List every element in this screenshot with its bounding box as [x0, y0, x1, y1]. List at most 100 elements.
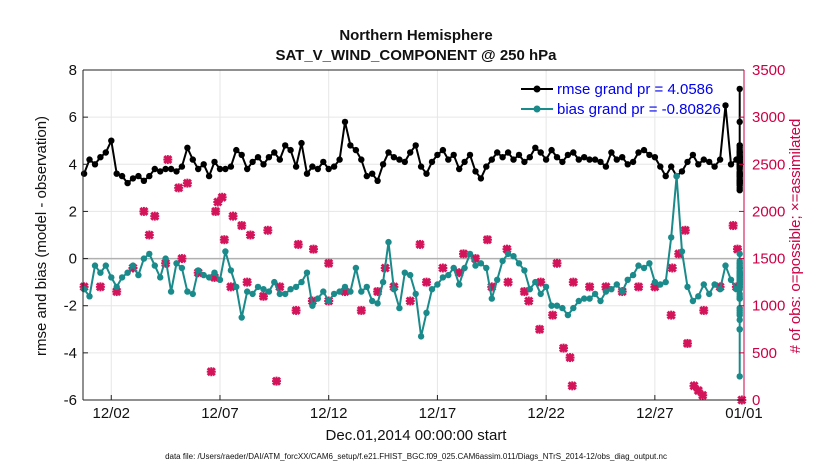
x-tick-label: 12/07 [201, 405, 239, 422]
rmse-point [477, 175, 485, 182]
bias-point [716, 286, 724, 293]
obs-marker [405, 296, 415, 306]
rmse-point [102, 149, 110, 156]
bias-point [635, 262, 642, 269]
bias-point [456, 281, 463, 288]
bias-point [510, 253, 517, 260]
bias-point [140, 255, 148, 262]
x-tick-label: 12/27 [636, 405, 674, 422]
bias-point [736, 276, 743, 283]
bias-point [341, 283, 349, 291]
legend-bias-label: bias grand pr = -0.80826 [557, 101, 721, 118]
bias-point [526, 286, 533, 293]
bias-point [689, 297, 697, 305]
obs-marker [666, 310, 676, 320]
obs-marker [535, 324, 545, 334]
obs-marker [237, 221, 247, 231]
rmse-point [445, 156, 452, 163]
bias-point [385, 238, 392, 246]
obs-marker [271, 376, 282, 386]
bias-point [227, 267, 235, 274]
rmse-point [581, 154, 588, 161]
y2-tick-label: 2000 [752, 203, 785, 220]
legend-rmse-marker [533, 85, 541, 93]
rmse-point [341, 118, 349, 126]
bias-point [504, 250, 512, 258]
bias-point [553, 302, 561, 309]
bias-point [532, 278, 539, 286]
rmse-point [564, 151, 572, 159]
bias-point [238, 314, 245, 321]
bias-point [575, 297, 582, 305]
bias-point [222, 248, 229, 255]
bias-point [417, 333, 425, 340]
rmse-point [417, 163, 425, 170]
obs-marker [144, 230, 154, 240]
obs-marker [226, 282, 236, 292]
rmse-point [379, 161, 387, 168]
obs-marker [219, 235, 229, 245]
rmse-point [736, 172, 743, 180]
obs-marker [245, 230, 255, 240]
rmse-point [401, 158, 408, 166]
bias-point [673, 172, 680, 180]
bias-point [282, 290, 289, 298]
rmse-point [287, 146, 294, 154]
obs-marker [682, 338, 693, 348]
rmse-point [369, 170, 376, 177]
bias-point [271, 278, 278, 286]
rmse-point [407, 149, 414, 156]
bias-point [320, 288, 327, 295]
bias-point [390, 286, 398, 293]
rmse-point [314, 165, 321, 173]
x-tick-label: 12/12 [310, 405, 348, 422]
y2-tick-label: 2500 [752, 156, 785, 173]
bias-point [736, 295, 743, 302]
rmse-point [282, 142, 289, 149]
obs-marker [680, 225, 690, 235]
bias-point [287, 286, 294, 293]
rmse-point [700, 156, 707, 163]
rmse-point [461, 158, 468, 166]
rmse-point [695, 161, 702, 168]
rmse-point [450, 151, 457, 159]
rmse-point [711, 163, 718, 170]
rmse-point [494, 149, 501, 156]
bias-point [559, 304, 566, 312]
bias-point [727, 276, 735, 283]
rmse-point [320, 158, 327, 166]
bias-point [407, 271, 414, 279]
rmse-point [559, 158, 566, 166]
rmse-point [412, 142, 419, 149]
rmse-point [613, 156, 620, 163]
rmse-point [722, 102, 729, 109]
bias-point [401, 269, 408, 276]
bias-point [678, 248, 686, 255]
rmse-point [86, 156, 93, 163]
bias-point [195, 267, 202, 274]
bias-point [211, 269, 218, 276]
obs-marker [263, 225, 273, 235]
rmse-point [716, 156, 724, 163]
rmse-point [510, 156, 517, 163]
obs-marker [667, 263, 677, 273]
obs-marker [293, 239, 303, 249]
rmse-point [200, 161, 207, 168]
rmse-point [271, 149, 278, 156]
y-tick-label: 6 [69, 109, 77, 126]
rmse-point [646, 151, 653, 159]
rmse-point [352, 146, 360, 154]
rmse-point [390, 154, 398, 161]
rmse-point [736, 144, 743, 151]
bias-point [711, 281, 718, 288]
data-file-footnote: data file: /Users/raeder/DAI/ATM_forcXX/… [165, 452, 667, 461]
rmse-point [233, 146, 240, 154]
rmse-point [624, 161, 631, 168]
rmse-point [689, 151, 697, 159]
obs-marker [139, 206, 149, 216]
rmse-point [575, 156, 582, 163]
bias-point [173, 260, 180, 267]
bias-point [629, 271, 637, 279]
obs-marker [568, 277, 578, 287]
rmse-point [216, 165, 224, 173]
